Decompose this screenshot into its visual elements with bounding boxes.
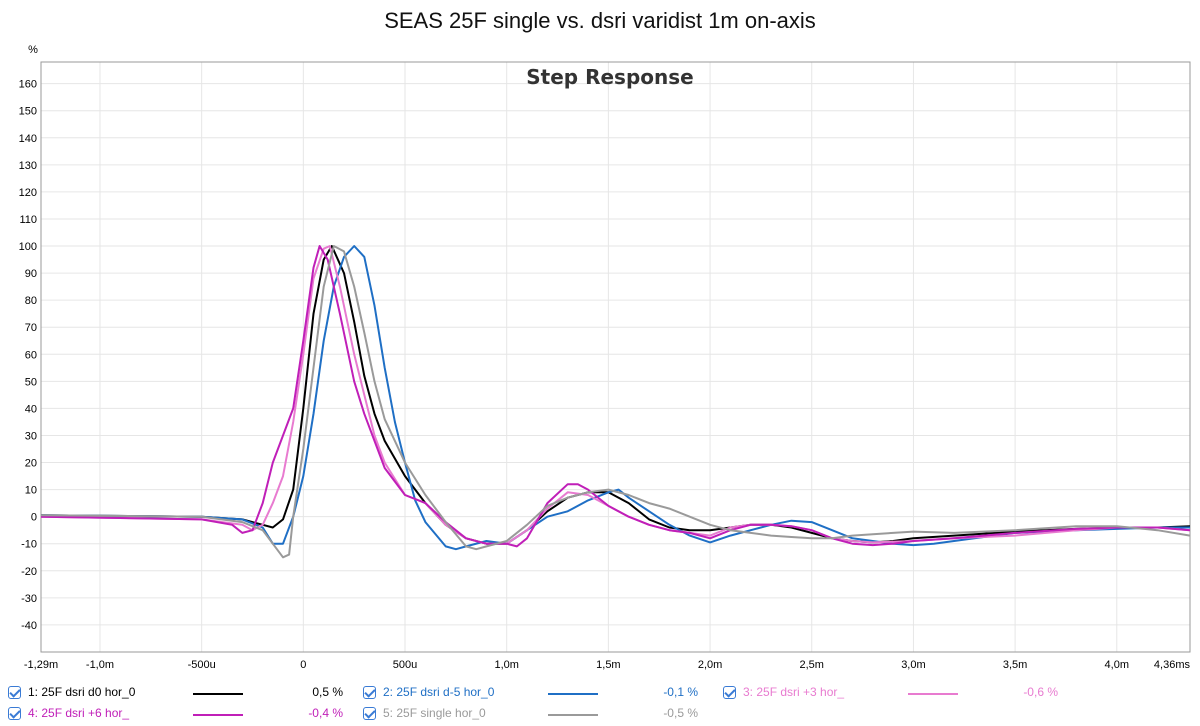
x-tick-label: -500u xyxy=(188,659,216,671)
y-tick-label: 60 xyxy=(25,349,37,361)
x-tick-label: -1,29m xyxy=(24,659,58,671)
legend-label: 5: 25F single hor_0 xyxy=(383,706,486,720)
legend-checkbox-3[interactable] xyxy=(723,686,736,699)
y-tick-label: -20 xyxy=(21,566,37,578)
y-tick-label: 90 xyxy=(25,268,37,280)
x-tick-label: 2,0m xyxy=(698,659,722,671)
step-response-chart: 1601501401301201101009080706050403020100… xyxy=(19,44,1191,671)
plot-area xyxy=(41,62,1190,652)
legend-value: -0,6 % xyxy=(1023,685,1058,699)
x-tick-label: 0 xyxy=(300,659,306,671)
legend-checkbox-1[interactable] xyxy=(8,686,21,699)
legend-checkbox-5[interactable] xyxy=(363,707,376,720)
x-tick-label: 3,0m xyxy=(901,659,925,671)
series-lines xyxy=(40,245,1191,559)
legend: 1: 25F dsri d0 hor_0 0,5 % 2: 25F dsri d-5… xyxy=(0,680,1200,725)
y-tick-label: -40 xyxy=(21,620,37,632)
chart-title: Step Response xyxy=(526,65,693,89)
x-tick-label: 1,0m xyxy=(494,659,518,671)
y-tick-label: -30 xyxy=(21,593,37,605)
legend-entry-4: 4: 25F dsri +6 hor_ -0,4 % xyxy=(8,706,348,726)
series-line-5 xyxy=(40,245,1191,559)
legend-value: 0,5 % xyxy=(312,685,343,699)
x-tick-label: 1,5m xyxy=(596,659,620,671)
y-tick-label: 110 xyxy=(19,214,37,226)
y-tick-label: 40 xyxy=(25,403,37,415)
legend-label: 2: 25F dsri d-5 hor_0 xyxy=(383,685,495,699)
y-tick-label: 130 xyxy=(19,160,37,172)
y-tick-label: 120 xyxy=(19,187,37,199)
legend-entry-1: 1: 25F dsri d0 hor_0 0,5 % xyxy=(8,685,348,705)
legend-swatch xyxy=(193,693,243,695)
y-tick-label: 20 xyxy=(25,458,37,470)
legend-label: 3: 25F dsri +3 hor_ xyxy=(743,685,845,699)
y-axis-unit-label: % xyxy=(28,44,38,56)
window-title: SEAS 25F single vs. dsri varidist 1m on-… xyxy=(384,8,816,33)
plot-frame xyxy=(40,61,1191,653)
legend-value: -0,5 % xyxy=(663,706,698,720)
legend-swatch xyxy=(548,714,598,716)
y-tick-label: 30 xyxy=(25,430,37,442)
y-tick-label: 150 xyxy=(19,106,37,118)
y-tick-label: 100 xyxy=(19,241,37,253)
legend-value: -0,4 % xyxy=(308,706,343,720)
legend-entry-2: 2: 25F dsri d-5 hor_0 -0,1 % xyxy=(363,685,703,705)
legend-checkbox-2[interactable] xyxy=(363,686,376,699)
y-tick-label: -10 xyxy=(21,539,37,551)
legend-entry-3: 3: 25F dsri +3 hor_ -0,6 % xyxy=(723,685,1063,705)
y-tick-label: 0 xyxy=(31,512,37,524)
x-tick-label: 500u xyxy=(393,659,417,671)
grid xyxy=(40,62,1191,652)
legend-checkbox-4[interactable] xyxy=(8,707,21,720)
x-tick-label: 3,5m xyxy=(1003,659,1027,671)
x-tick-label: -1,0m xyxy=(86,659,114,671)
y-tick-label: 70 xyxy=(25,322,37,334)
axes: 1601501401301201101009080706050403020100… xyxy=(19,61,1191,671)
legend-swatch xyxy=(908,693,958,695)
y-tick-label: 50 xyxy=(25,376,37,388)
legend-label: 4: 25F dsri +6 hor_ xyxy=(28,706,130,720)
legend-label: 1: 25F dsri d0 hor_0 xyxy=(28,685,136,699)
y-tick-label: 160 xyxy=(19,79,37,91)
x-tick-label: 4,36ms xyxy=(1154,659,1191,671)
series-line-4 xyxy=(40,245,1191,548)
y-tick-label: 80 xyxy=(25,295,37,307)
legend-swatch xyxy=(193,714,243,716)
legend-entry-5: 5: 25F single hor_0 -0,5 % xyxy=(363,706,703,726)
x-tick-label: 2,5m xyxy=(800,659,824,671)
legend-swatch xyxy=(548,693,598,695)
x-tick-label: 4,0m xyxy=(1105,659,1129,671)
legend-value: -0,1 % xyxy=(663,685,698,699)
y-tick-label: 10 xyxy=(25,485,37,497)
y-tick-label: 140 xyxy=(19,133,37,145)
